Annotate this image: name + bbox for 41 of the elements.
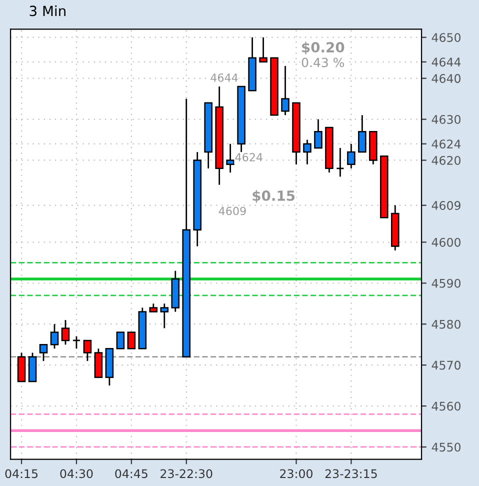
candlestick <box>347 143 356 170</box>
chart-title: 3 Min <box>30 5 66 16</box>
y-tick-label: 4644 <box>432 58 461 67</box>
candlestick <box>336 147 344 178</box>
candlestick <box>127 332 136 350</box>
x-tick-label: 04:15 <box>5 469 38 478</box>
candlestick <box>39 344 48 362</box>
x-tick-label: 23:00 <box>280 469 312 478</box>
y-tick-label: 4630 <box>432 115 461 124</box>
x-tick-label: 23-23:15 <box>325 469 377 478</box>
candlestick <box>314 118 322 149</box>
annotation: $0.20 <box>302 42 344 54</box>
candlestick <box>226 143 234 174</box>
x-tick-label: 23-22:30 <box>160 469 212 478</box>
candlestick <box>281 65 290 116</box>
candlestick <box>303 139 312 166</box>
y-tick-label: 4600 <box>432 238 461 247</box>
y-tick-label: 4580 <box>432 320 461 329</box>
candlestick <box>50 323 59 350</box>
candlestick <box>160 302 169 329</box>
x-tick-label: 04:30 <box>60 469 93 478</box>
y-tick-label: 4640 <box>432 74 461 83</box>
annotation: 0.43 % <box>302 58 344 68</box>
annotation: $0.15 <box>252 190 295 203</box>
candlestick <box>116 332 125 350</box>
y-tick-label: 4590 <box>432 278 461 288</box>
y-tick-label: 4560 <box>432 402 461 411</box>
y-tick-label: 4650 <box>432 33 461 42</box>
y-tick-label: 4570 <box>432 360 461 370</box>
candlestick <box>358 114 366 153</box>
annotation: 4644 <box>210 73 238 82</box>
y-tick-label: 4550 <box>432 442 461 452</box>
annotation: 4624 <box>235 153 262 162</box>
annotation: 4609 <box>218 206 246 216</box>
y-tick-label: 4620 <box>432 156 461 165</box>
candlestick <box>61 319 70 346</box>
y-tick-label: 4624 <box>432 140 461 149</box>
candlestick <box>259 36 268 63</box>
y-tick-label: 4609 <box>432 201 460 210</box>
x-tick-label: 04:45 <box>115 469 148 478</box>
candlestick <box>83 340 92 362</box>
